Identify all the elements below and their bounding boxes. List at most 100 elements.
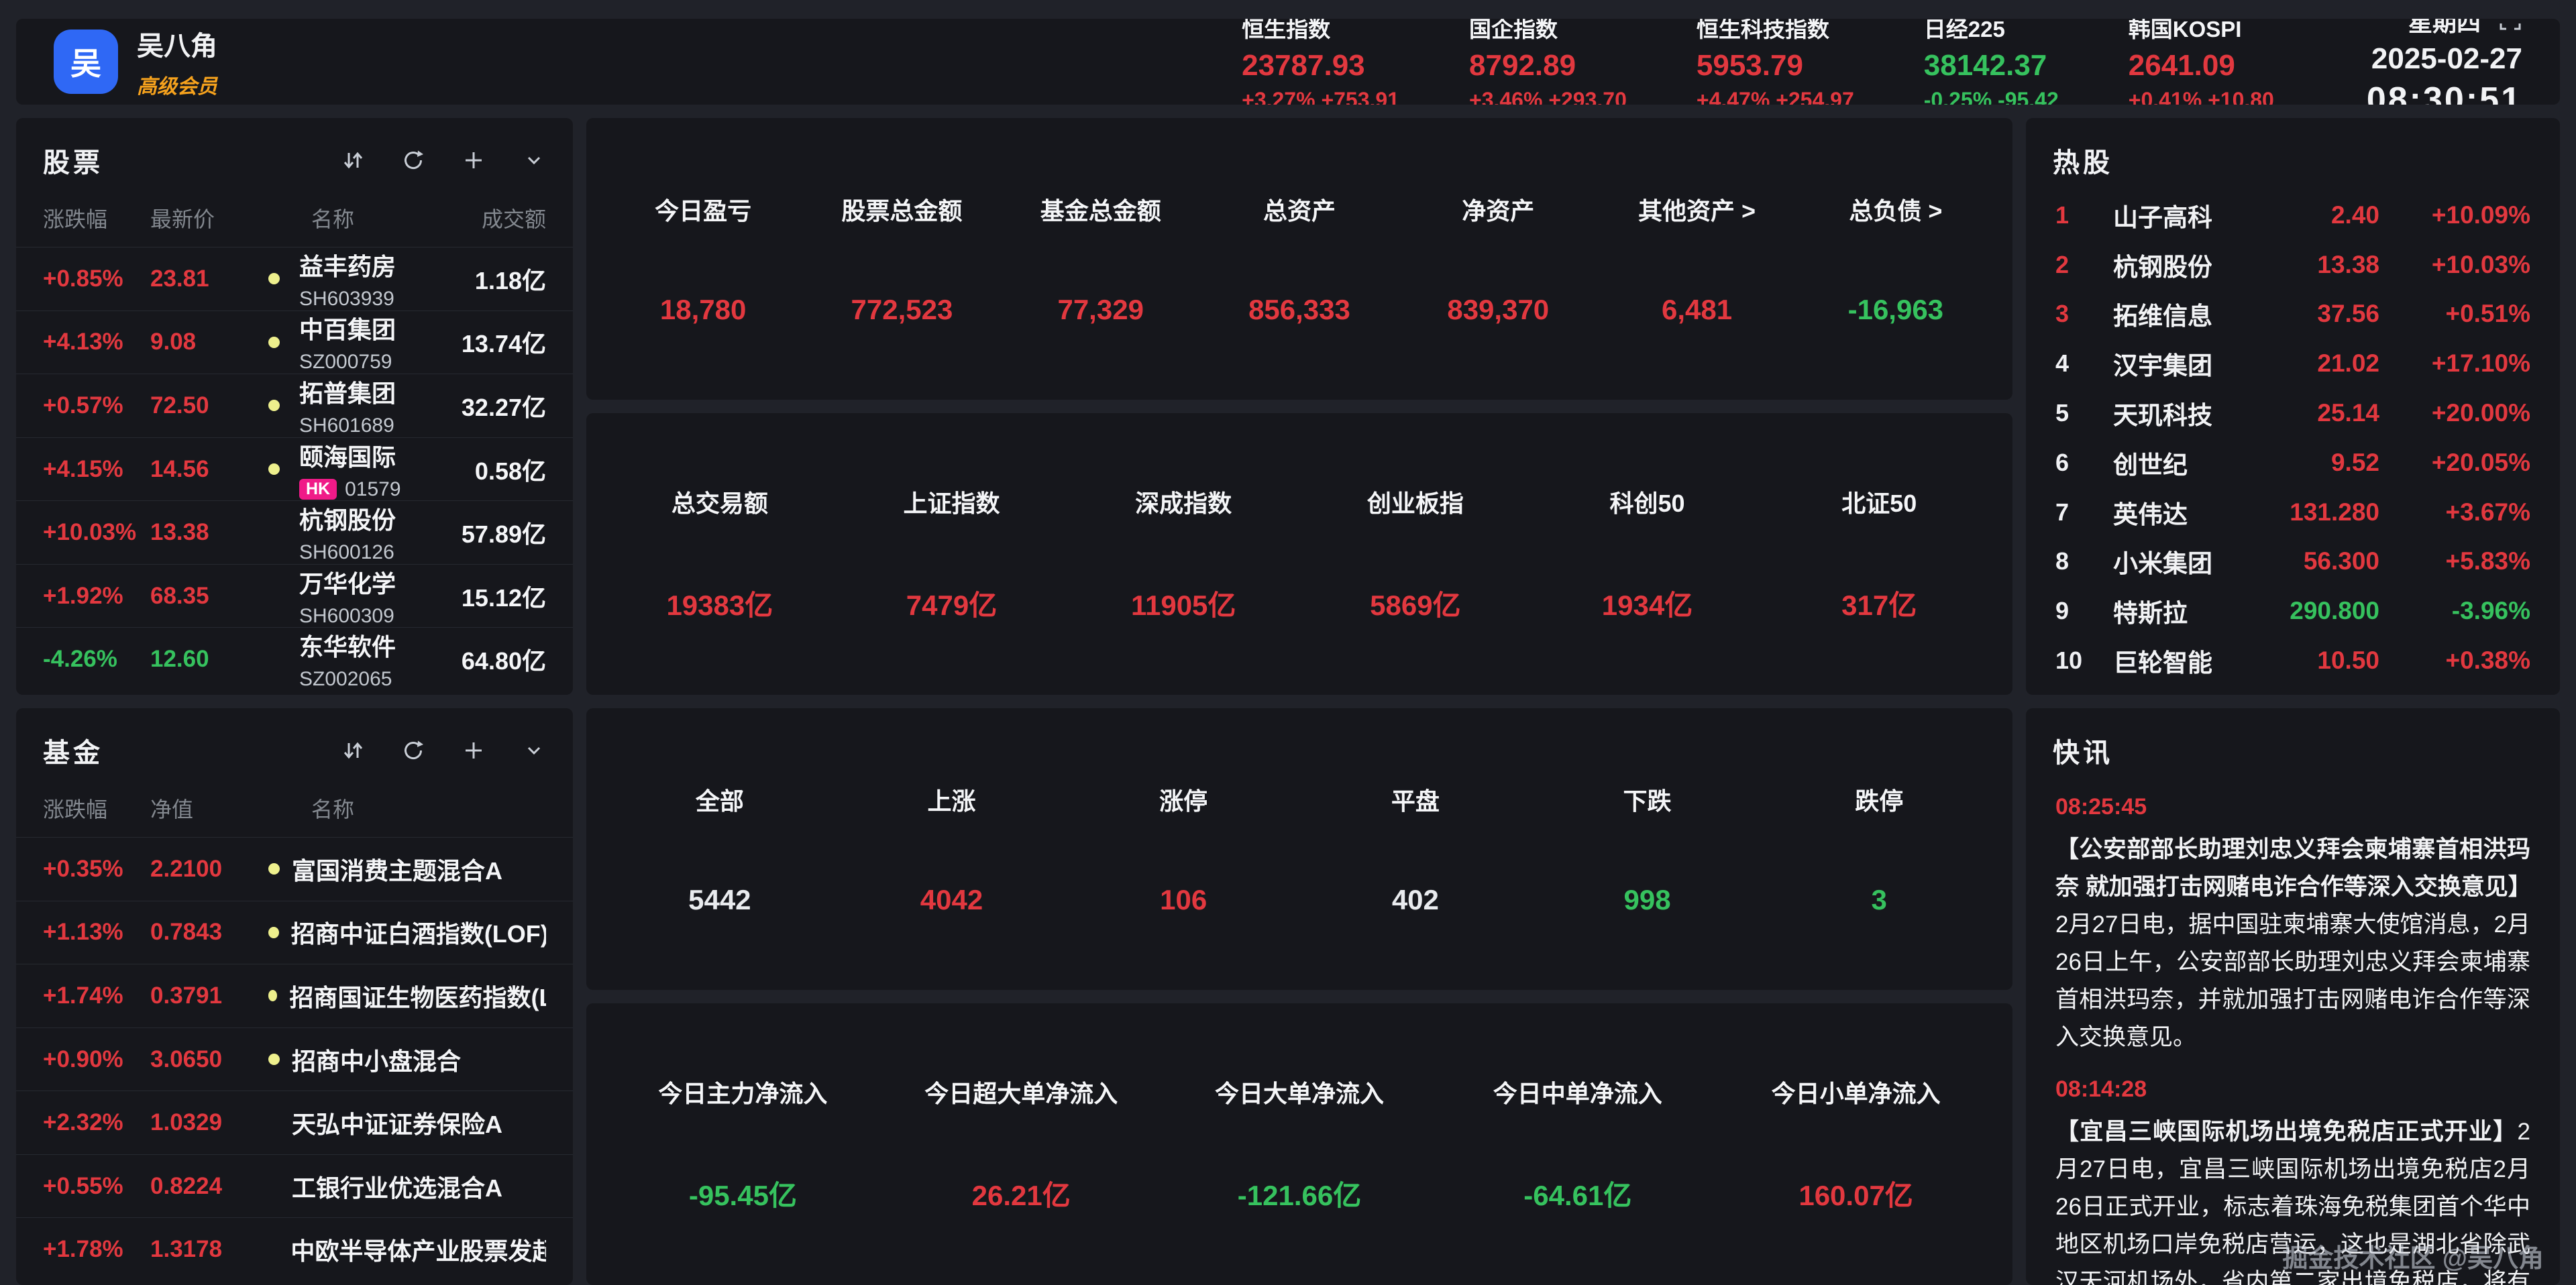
index-change: -0.25% -95.42 [1923, 87, 2059, 105]
list-item[interactable]: 8 小米集团-W 56.300 +5.83% [2026, 537, 2560, 587]
index-value: 38142.37 [1923, 48, 2047, 82]
fund-name: 招商中小盘混合 [292, 1047, 462, 1075]
stat-limit-up: 涨停 106 [1159, 787, 1208, 915]
stock-pct: +10.03% [43, 519, 137, 546]
index-nikkei225[interactable]: 日经225 38142.37 -0.25% -95.42 [1924, 19, 2059, 105]
table-row[interactable]: +0.90% 3.0650 招商中小盘混合 [16, 1027, 573, 1091]
news-text: 【宜昌三峡国际机场出境免税店正式开业】2月27日电，宜昌三峡国际机场出境免税店2… [2055, 1119, 2530, 1285]
stock-code: SH603939 [299, 287, 394, 310]
hot-pct: +17.10% [2431, 349, 2530, 378]
table-row[interactable]: +1.74% 0.3791 招商国证生物医药指数(LOF)C [16, 964, 573, 1027]
list-item[interactable]: 10 巨轮智能 10.50 +0.38% [2026, 636, 2560, 685]
chevron-down-icon[interactable] [522, 148, 546, 172]
clock: 星期四 2025-02-27 08:30:51 [2367, 19, 2522, 105]
stat-total-liabilities[interactable]: 总负债 > -16,963 [1847, 197, 1944, 325]
stock-pct: +0.57% [43, 392, 123, 418]
fund-pct: +0.90% [43, 1046, 123, 1072]
stock-price: 72.50 [150, 392, 209, 418]
table-row[interactable]: +1.92% 68.35 万华化学 SH600309 15.12亿 [16, 563, 573, 628]
table-row[interactable]: -4.26% 12.60 东华软件 SZ002065 64.80亿 [16, 627, 573, 691]
stat-xl-order-inflow: 今日超大单净流入 26.21亿 [924, 1079, 1118, 1212]
list-item[interactable]: 2 杭钢股份 13.38 +10.03% [2026, 240, 2560, 290]
hot-price: 37.56 [2317, 300, 2379, 328]
funds-panel-title: 基金 [43, 738, 103, 768]
table-row[interactable]: +0.35% 2.2100 富国消费主题混合A [16, 837, 573, 901]
fund-nav: 1.3178 [150, 1236, 223, 1263]
sort-icon[interactable] [341, 148, 365, 172]
sort-icon[interactable] [341, 738, 365, 763]
index-hscei[interactable]: 国企指数 8792.89 +3.46% +293.70 [1469, 19, 1627, 105]
stocks-column-headers: 涨跌幅 最新价 名称 成交额 [16, 184, 573, 247]
index-hang-seng[interactable]: 恒生指数 23787.93 +3.27% +753.91 [1242, 19, 1399, 105]
news-text: 【公安部部长助理刘忠义拜会柬埔寨首相洪玛奈 就加强打击网赌电诈合作等深入交换意见… [2055, 836, 2532, 1050]
stat-other-assets[interactable]: 其他资产 >6,481 [1638, 197, 1756, 325]
hot-name: 创世纪 [2113, 451, 2188, 479]
table-row[interactable]: +4.15% 14.56 颐海国际 HK 01579 0.58亿 [16, 437, 573, 501]
account-summary-panel: 今日盈亏 18,780 股票总金额 772,523 基金总金额 77,329 总资产 8… [586, 118, 2012, 400]
stat-fund-total: 基金总金额 77,329 [1040, 197, 1161, 325]
table-row[interactable]: +1.13% 0.7843 招商中证白酒指数(LOF)C [16, 900, 573, 964]
hot-stocks-title: 热股 [2053, 148, 2113, 178]
hot-name: 山子高科 [2113, 203, 2212, 231]
stock-price: 68.35 [150, 582, 209, 609]
add-icon[interactable] [462, 148, 486, 172]
table-row[interactable]: +0.55% 0.8224 工银行业优选混合A [16, 1154, 573, 1218]
news-panel-title: 快讯 [2053, 738, 2113, 768]
refresh-icon[interactable] [401, 148, 425, 172]
stock-code: 01579 [345, 478, 401, 500]
user-info: 吴八角 高级会员 [137, 24, 217, 99]
avatar[interactable]: 吴 [54, 30, 118, 94]
col-pct: 涨跌幅 [43, 207, 108, 231]
stock-code: SH601689 [299, 414, 394, 437]
stat-advancers: 上涨 4042 [920, 787, 983, 915]
refresh-icon[interactable] [401, 738, 425, 763]
weekday-label: 星期四 [2408, 19, 2481, 36]
table-row[interactable]: +0.57% 72.50 拓普集团 SH601689 32.27亿 [16, 374, 573, 437]
list-item[interactable]: 5 天玑科技 25.14 +20.00% [2026, 388, 2560, 438]
holding-dot [268, 926, 279, 938]
fund-name: 工银行业优选混合A [292, 1174, 502, 1202]
add-icon[interactable] [462, 738, 486, 763]
fund-nav: 2.2100 [150, 855, 223, 882]
news-item[interactable]: 08:14:28 【宜昌三峡国际机场出境免税店正式开业】2月27日电，宜昌三峡国… [2055, 1076, 2530, 1285]
money-flow-panel: 今日主力净流入 -95.45亿 今日超大单净流入 26.21亿 今日大单净流入 -12… [586, 1003, 2012, 1285]
index-hstech[interactable]: 恒生科技指数 5953.79 +4.47% +254.97 [1697, 19, 1854, 105]
table-row[interactable]: +2.32% 1.0329 天弘中证证券保险A [16, 1091, 573, 1154]
table-row[interactable]: +10.03% 13.38 杭钢股份 SH600126 57.89亿 [16, 500, 573, 564]
stock-price: 12.60 [150, 646, 209, 673]
news-feed[interactable]: 08:25:45 【公安部部长助理刘忠义拜会柬埔寨首相洪玛奈 就加强打击网赌电诈… [2026, 774, 2560, 1285]
stock-name: 杭钢股份 [299, 506, 396, 535]
fund-name: 招商国证生物医药指数(LOF)C [289, 983, 546, 1011]
fund-pct: +1.13% [43, 919, 123, 946]
market-turnover-panel: 总交易额 19383亿 上证指数 7479亿 深成指数 11905亿 创业板指 5869… [586, 413, 2012, 695]
hot-price: 2.40 [2330, 201, 2379, 229]
fund-pct: +1.78% [43, 1236, 123, 1263]
table-row[interactable]: +1.78% 1.3178 中欧半导体产业股票发起A [16, 1217, 573, 1281]
list-item[interactable]: 3 拓维信息 37.56 +0.51% [2026, 290, 2560, 339]
news-item[interactable]: 08:25:45 【公安部部长助理刘忠义拜会柬埔寨首相洪玛奈 就加强打击网赌电诈… [2055, 794, 2532, 1056]
col-amount: 成交额 [481, 207, 546, 231]
list-item[interactable]: 1 山子高科 2.40 +10.09% [2026, 190, 2560, 240]
stat-decliners: 下跌 998 [1623, 787, 1672, 915]
hot-pct: +10.09% [2431, 201, 2530, 229]
stock-amount: 1.18亿 [474, 266, 546, 294]
list-item[interactable]: 7 英伟达 131.280 +3.67% [2026, 488, 2560, 537]
hot-pct: +10.03% [2431, 250, 2530, 278]
index-change: +3.27% +753.91 [1242, 87, 1399, 105]
chevron-down-icon[interactable] [522, 738, 546, 763]
fund-nav: 0.3791 [150, 982, 223, 1009]
index-value: 8792.89 [1469, 48, 1576, 82]
stock-pct: +1.92% [43, 582, 123, 609]
list-item[interactable]: 4 汉宇集团 21.02 +17.10% [2026, 339, 2560, 388]
stock-amount: 15.12亿 [461, 583, 546, 612]
table-row[interactable]: +4.13% 9.08 中百集团 SZ000759 13.74亿 [16, 310, 573, 374]
stock-code: SH600309 [299, 604, 394, 627]
col-name: 名称 [311, 207, 355, 231]
fullscreen-icon[interactable] [2498, 19, 2522, 35]
list-item[interactable]: 9 特斯拉 290.800 -3.96% [2026, 586, 2560, 636]
table-row[interactable]: +0.85% 23.81 益丰药房 SH603939 1.18亿 [16, 247, 573, 311]
list-item[interactable]: 6 创世纪 9.52 +20.05% [2026, 438, 2560, 488]
hot-rank: 5 [2055, 399, 2070, 427]
index-kospi[interactable]: 韩国KOSPI 2641.09 +0.41% +10.80 [2129, 19, 2274, 105]
hot-price: 9.52 [2330, 448, 2379, 476]
